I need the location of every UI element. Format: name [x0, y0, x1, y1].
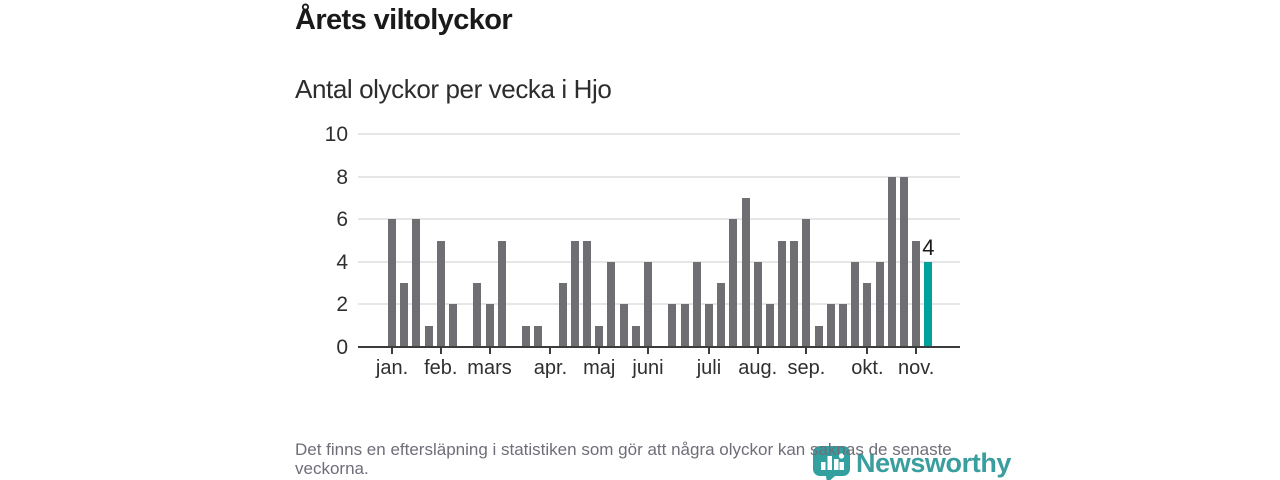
bar-week — [802, 219, 811, 347]
bar-week — [680, 304, 689, 347]
bar-week — [607, 261, 616, 347]
x-axis-month-label: sep. — [787, 357, 826, 379]
bar-week — [790, 240, 799, 347]
bar-week — [485, 304, 494, 347]
x-axis-tick-mars — [488, 347, 491, 354]
bar-week — [704, 304, 713, 347]
x-axis-month-label: juli — [696, 357, 722, 379]
y-axis-tick-label: 2 — [336, 293, 348, 317]
x-axis-month-label: jan. — [375, 357, 409, 379]
x-axis-tick-juli — [707, 347, 710, 354]
x-axis-tick-juni — [646, 347, 649, 354]
gridline-y-2 — [358, 303, 960, 306]
bar-week — [631, 325, 640, 347]
x-axis-month-label: nov. — [897, 357, 935, 379]
bar-week-highlighted — [924, 261, 933, 347]
y-axis-tick-label: 6 — [336, 208, 348, 232]
x-axis-tick-jan — [391, 347, 393, 354]
x-axis-month-label: mars — [467, 357, 512, 379]
y-axis-tick-label: 10 — [324, 123, 348, 146]
newsworthy-logo: Newsworthy — [813, 446, 1011, 480]
bar-week — [729, 219, 738, 347]
x-axis-tick-okt — [866, 347, 869, 354]
newsworthy-pin-barchart-icon — [813, 446, 850, 480]
bar-week — [643, 261, 652, 347]
bar-week — [583, 240, 592, 347]
y-axis-tick-label: 8 — [336, 165, 348, 189]
bar-week — [400, 283, 409, 347]
bar-chart-plot-area — [358, 133, 960, 348]
y-axis-tick-label: 0 — [336, 336, 348, 359]
bar-week — [717, 283, 726, 347]
bar-week — [448, 304, 457, 347]
bar-week — [473, 283, 482, 347]
x-axis-month-label: maj — [583, 357, 616, 379]
bar-week — [826, 304, 835, 347]
bar-week — [619, 304, 628, 347]
x-axis-tick-maj — [598, 347, 601, 354]
bar-week — [436, 240, 445, 347]
highlighted-bar-value-label: 4 — [922, 234, 935, 260]
bar-week — [887, 176, 896, 347]
bar-week — [753, 261, 762, 347]
x-axis-tick-aug — [756, 347, 759, 354]
bar-week — [424, 325, 433, 347]
bar-week — [778, 240, 787, 347]
gridline-y-6 — [358, 218, 960, 221]
newsworthy-logo-text: Newsworthy — [856, 448, 1012, 478]
x-axis-month-label: apr. — [533, 357, 568, 379]
bar-week — [388, 219, 396, 347]
x-axis-tick-sep — [805, 347, 808, 354]
bar-week — [497, 240, 506, 347]
bar-week — [570, 240, 579, 347]
bar-week — [668, 304, 677, 347]
gridline-y-4 — [358, 260, 960, 263]
chart-title: Årets viltolyckor — [295, 4, 513, 36]
bar-week — [412, 219, 421, 347]
x-axis-month-label: juni — [632, 357, 664, 379]
x-axis-tick-nov — [915, 347, 918, 354]
bar-week — [534, 325, 543, 347]
x-axis-month-label: okt. — [851, 357, 884, 379]
bar-week — [692, 261, 701, 347]
gridline-y-8 — [358, 175, 960, 178]
bar-week — [839, 304, 848, 347]
bar-week — [765, 304, 774, 347]
bar-week — [558, 283, 567, 347]
bar-week — [814, 325, 823, 347]
bar-week — [912, 240, 921, 347]
x-axis-line — [358, 346, 960, 348]
bar-week — [851, 261, 860, 347]
chart-footnote: Det finns en eftersläpning i statistiken… — [295, 440, 952, 478]
bar-week — [863, 283, 872, 347]
bar-week — [899, 176, 908, 347]
gridline-y-10 — [358, 133, 960, 135]
chart-subtitle: Antal olyckor per vecka i Hjo — [295, 74, 612, 104]
y-axis-tick-label: 4 — [336, 250, 348, 274]
x-axis-month-label: feb. — [424, 357, 458, 379]
x-axis-tick-apr — [549, 347, 552, 354]
x-axis-month-label: aug. — [738, 357, 778, 379]
bar-week — [595, 325, 604, 347]
x-axis-tick-feb — [439, 347, 442, 354]
bar-week — [522, 325, 531, 347]
bar-week — [741, 197, 750, 347]
bar-week — [875, 261, 884, 347]
